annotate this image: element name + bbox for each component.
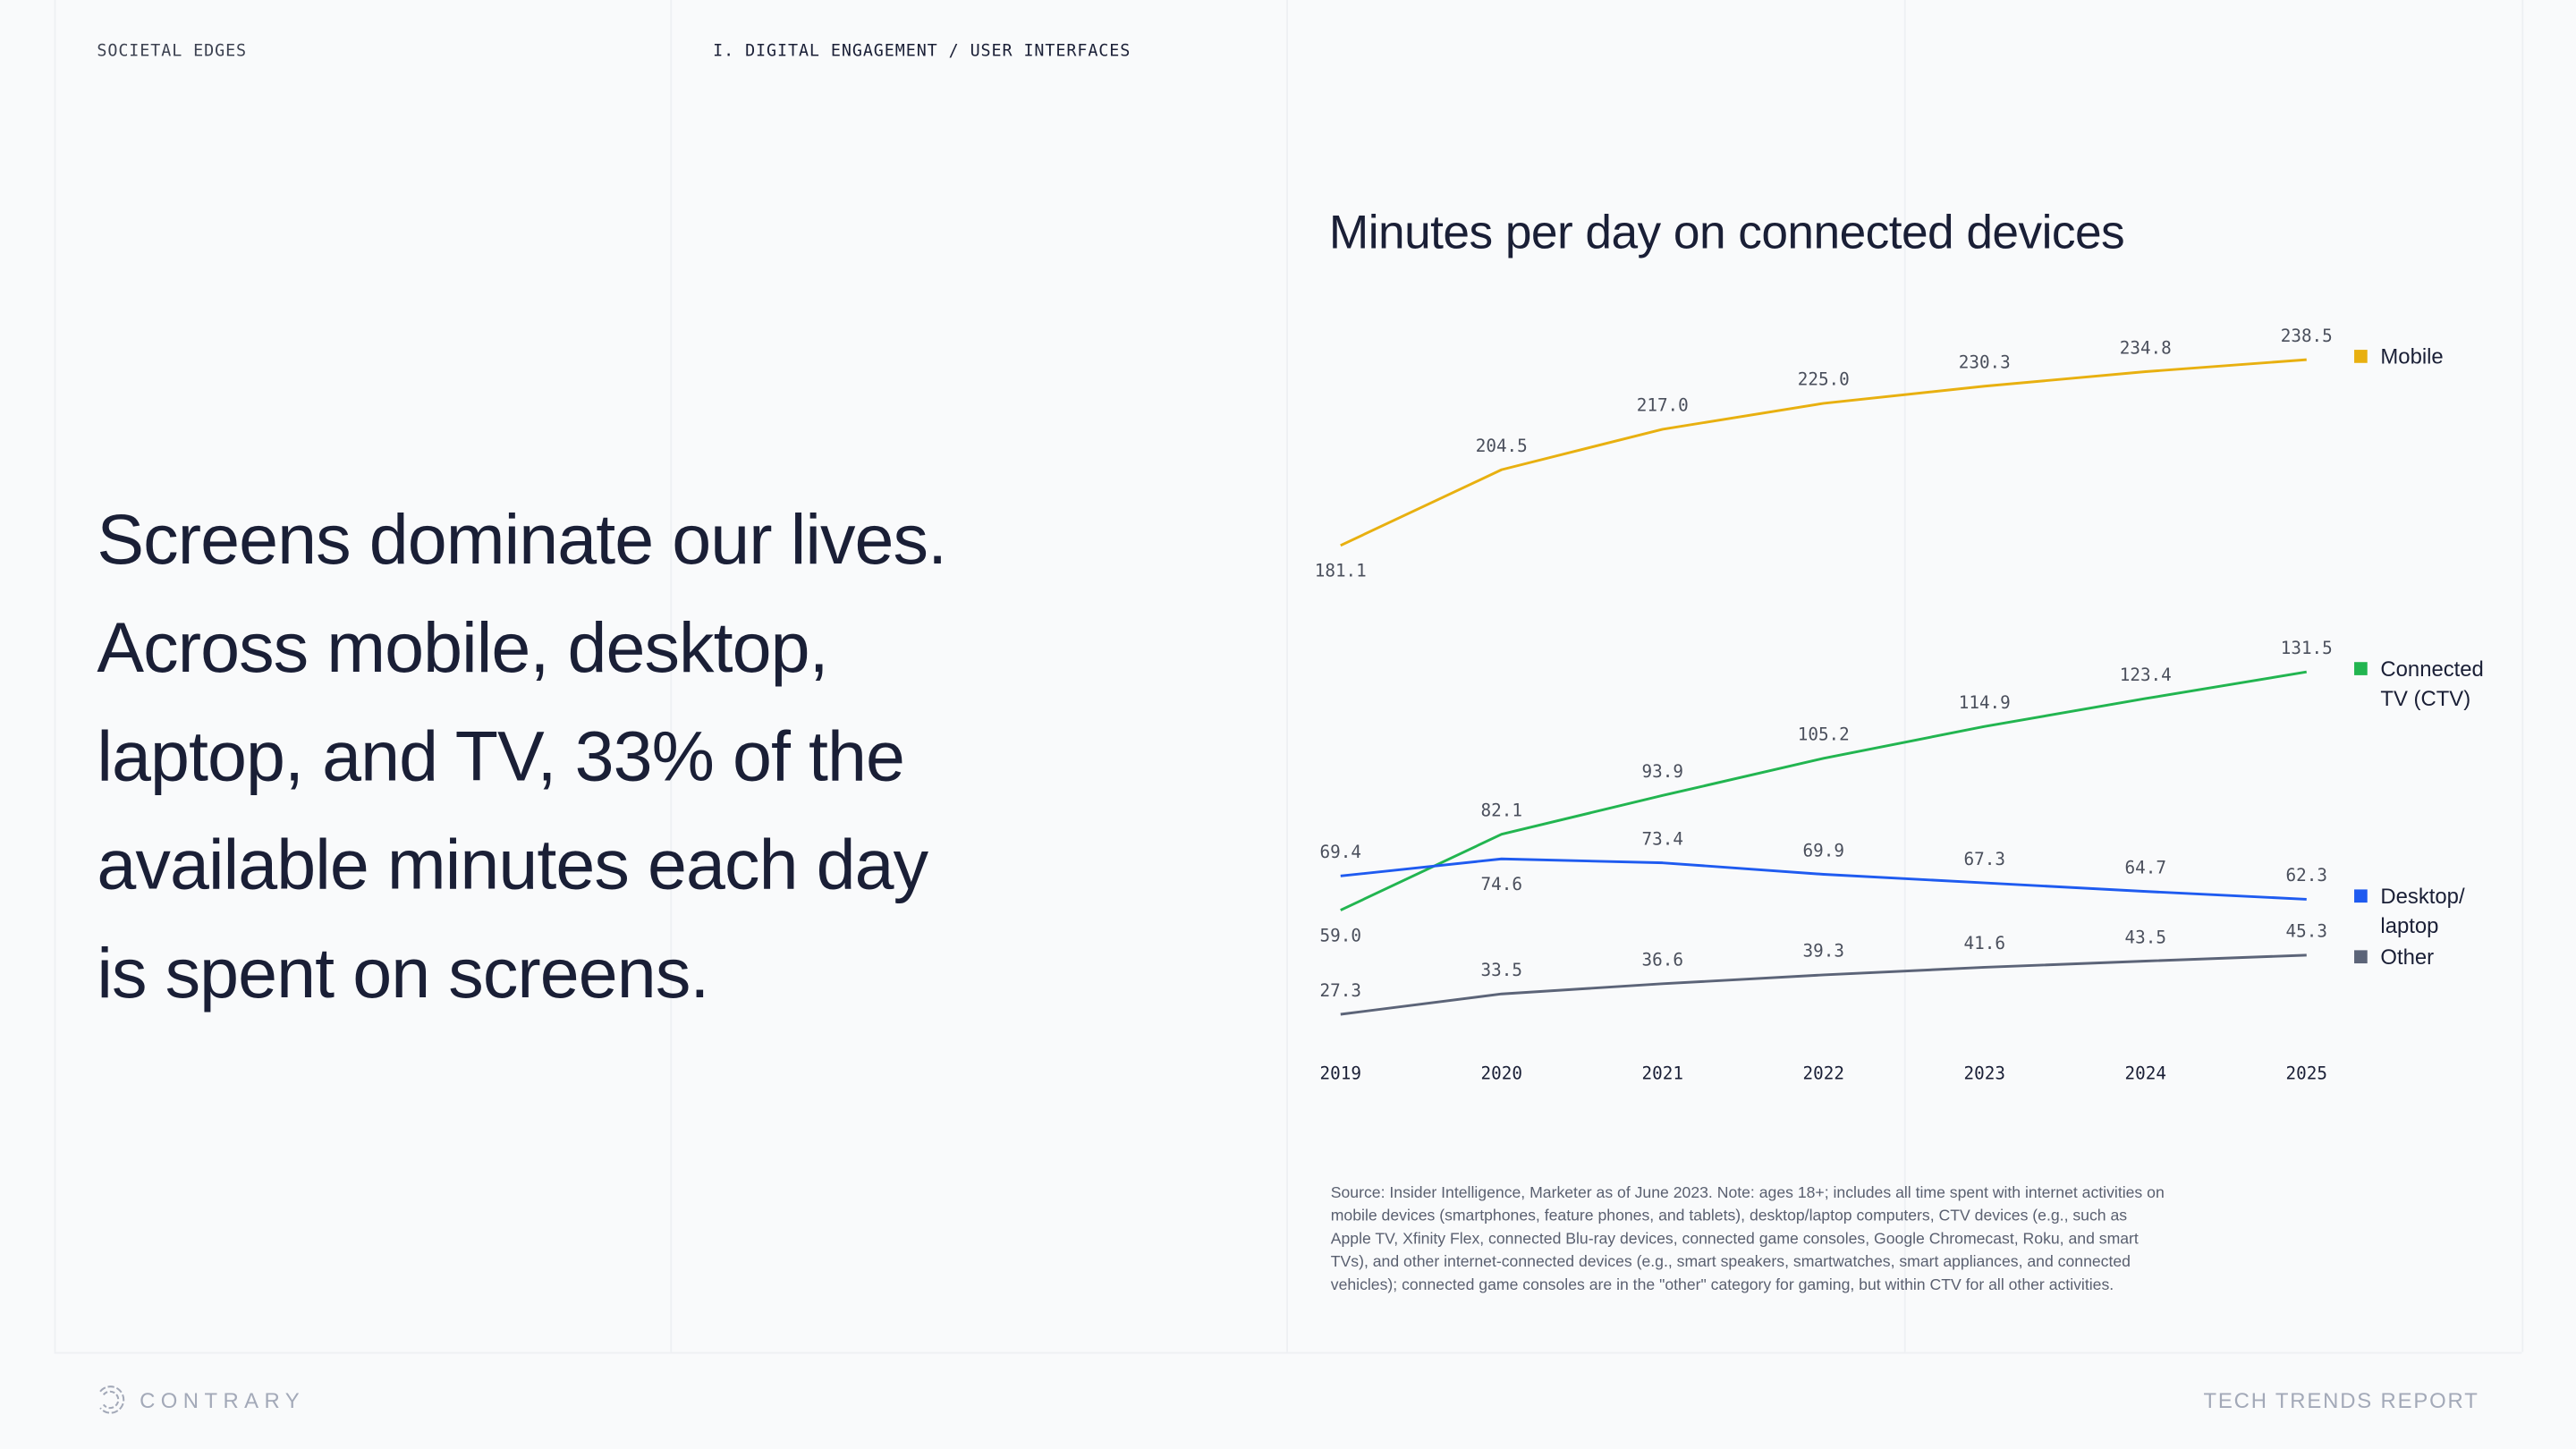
data-label: 41.6 — [1964, 933, 2005, 953]
source-note: Source: Insider Intelligence, Marketer a… — [1330, 1184, 2165, 1295]
x-tick-label: 2023 — [1964, 1063, 2005, 1084]
data-label: 33.5 — [1481, 960, 1522, 980]
headline-line: Across mobile, desktop, — [97, 609, 828, 689]
data-label: 69.4 — [1320, 842, 1361, 862]
legend-label: Desktop/ — [2380, 885, 2465, 909]
data-label: 59.0 — [1320, 925, 1361, 945]
headline: Screens dominate our lives. Across mobil… — [97, 487, 1082, 1029]
data-label: 73.4 — [1642, 828, 1683, 849]
legend-swatch — [2354, 350, 2368, 363]
data-label: 230.3 — [1959, 352, 2011, 373]
section-label: SOCIETAL EDGES — [97, 42, 248, 61]
grid-divider — [670, 0, 673, 1352]
data-label: 181.1 — [1315, 561, 1367, 581]
legend-label: Other — [2380, 945, 2434, 970]
series-line-mobile — [1340, 358, 2307, 547]
data-label: 105.2 — [1798, 724, 1850, 745]
x-tick-label: 2022 — [1803, 1063, 1844, 1084]
headline-line: laptop, and TV, 33% of the — [97, 717, 905, 797]
legend-label: laptop — [2380, 914, 2438, 938]
data-label: 64.7 — [2125, 857, 2166, 877]
x-tick-label: 2024 — [2125, 1063, 2166, 1084]
chart-title: Minutes per day on connected devices — [1328, 207, 2125, 260]
contrary-logo-icon — [99, 1385, 125, 1414]
data-label: 27.3 — [1320, 980, 1361, 1001]
data-label: 36.6 — [1642, 950, 1683, 970]
series-line-other — [1340, 953, 2307, 1016]
data-label: 45.3 — [2286, 921, 2327, 942]
data-label: 67.3 — [1964, 849, 2005, 869]
data-label: 69.9 — [1803, 840, 1844, 860]
report-name: TECH TRENDS REPORT — [2203, 1388, 2479, 1413]
data-label: 225.0 — [1798, 369, 1850, 390]
x-tick-label: 2019 — [1320, 1063, 1361, 1084]
data-label: 114.9 — [1959, 692, 2011, 713]
x-tick-label: 2021 — [1642, 1063, 1683, 1084]
data-label: 131.5 — [2281, 638, 2333, 658]
legend-swatch — [2354, 662, 2368, 675]
legend-swatch — [2354, 950, 2368, 964]
data-label: 234.8 — [2120, 337, 2172, 358]
data-label: 204.5 — [1476, 436, 1528, 456]
data-label: 82.1 — [1481, 800, 1522, 820]
x-tick-label: 2025 — [2286, 1063, 2327, 1084]
data-label: 217.0 — [1637, 395, 1689, 416]
x-tick-label: 2020 — [1481, 1063, 1522, 1084]
headline-line: is spent on screens. — [97, 935, 709, 1014]
data-label: 238.5 — [2281, 326, 2333, 346]
headline-line: available minutes each day — [97, 826, 928, 906]
series-line-connected-tv-ctv- — [1340, 670, 2308, 911]
data-label: 93.9 — [1642, 761, 1683, 782]
legend-label: TV (CTV) — [2380, 687, 2470, 711]
series-line-desktop-laptop — [1340, 857, 2307, 901]
grid-divider — [2521, 0, 2524, 1352]
grid-divider — [1286, 0, 1289, 1352]
brand-logo: CONTRARY — [96, 1385, 306, 1414]
data-label: 74.6 — [1481, 874, 1522, 894]
data-label: 123.4 — [2120, 665, 2172, 685]
legend-label: Mobile — [2380, 345, 2443, 369]
grid-divider — [1903, 0, 1906, 1352]
legend-swatch — [2354, 889, 2368, 903]
data-label: 39.3 — [1803, 941, 1844, 962]
data-label: 62.3 — [2286, 865, 2327, 886]
grid-divider — [54, 0, 56, 1352]
data-label: 43.5 — [2125, 927, 2166, 947]
headline-line: Screens dominate our lives. — [97, 501, 947, 580]
breadcrumb: I. DIGITAL ENGAGEMENT / USER INTERFACES — [713, 42, 1131, 61]
legend-label: Connected — [2380, 657, 2483, 682]
brand-name: CONTRARY — [140, 1387, 306, 1412]
footer-divider — [54, 1352, 2522, 1354]
line-chart: 2019 2020 2021 2022 2023 2024 2025 181.1 204.5 21… — [1315, 326, 2484, 1084]
